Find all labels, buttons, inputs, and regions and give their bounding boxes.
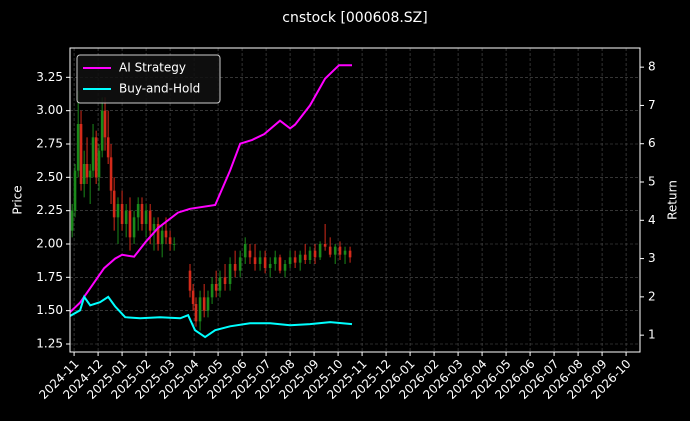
candle-body xyxy=(268,264,272,268)
candle-body xyxy=(263,257,267,268)
candle-body xyxy=(338,246,342,255)
candle-body xyxy=(202,297,206,311)
candle-body xyxy=(124,210,128,224)
candle-body xyxy=(91,137,95,171)
candle-body xyxy=(85,164,89,178)
candle-body xyxy=(278,257,282,271)
candle-body xyxy=(313,250,317,258)
candle-body xyxy=(88,170,92,178)
y-tick-label: 3.00 xyxy=(36,103,63,117)
y2-tick-label: 4 xyxy=(648,213,656,227)
y-tick-label: 1.75 xyxy=(36,270,63,284)
candle-body xyxy=(132,217,136,238)
y2-axis-label: Return xyxy=(666,180,680,220)
candle-body xyxy=(243,244,247,258)
candle-body xyxy=(323,244,327,247)
candle-body xyxy=(214,284,218,291)
candle-body xyxy=(343,250,347,255)
y-axis-label: Price xyxy=(11,185,25,214)
candle-body xyxy=(348,250,352,258)
candle-body xyxy=(100,110,104,151)
candle-body xyxy=(160,230,164,244)
candle-body xyxy=(298,254,302,263)
legend-box xyxy=(76,54,221,104)
candle-body xyxy=(258,257,262,264)
candle-body xyxy=(328,246,332,255)
candle-body xyxy=(198,297,202,322)
candle-body xyxy=(112,190,116,218)
plot-frame xyxy=(69,47,641,353)
candle-body xyxy=(106,137,110,158)
candle-body xyxy=(191,290,195,304)
candle-body xyxy=(103,110,107,138)
candle-body xyxy=(168,237,172,244)
y2-tick-label: 6 xyxy=(648,136,656,150)
candle-body xyxy=(148,210,152,231)
y-tick-label: 2.75 xyxy=(36,137,63,151)
y-tick-label: 3.25 xyxy=(36,70,63,84)
candle-body xyxy=(238,257,242,271)
candle-body xyxy=(293,257,297,263)
candle-body xyxy=(116,204,120,218)
y-tick-label: 2.25 xyxy=(36,203,63,217)
candle-body xyxy=(172,244,176,245)
series-line xyxy=(69,64,352,313)
legend-label: Buy-and-Hold xyxy=(119,82,200,96)
legend-label: AI Strategy xyxy=(119,61,186,75)
candle-body xyxy=(144,210,148,224)
candle-body xyxy=(97,150,101,178)
candle-body xyxy=(164,230,168,238)
candle-body xyxy=(210,284,214,298)
candle-body xyxy=(140,204,144,224)
candle-body xyxy=(120,204,124,224)
y2-tick-label: 1 xyxy=(648,328,656,342)
candle-body xyxy=(82,164,86,184)
candle-body xyxy=(156,224,160,244)
candle-body xyxy=(273,257,277,264)
candle-body xyxy=(94,137,98,178)
y2-tick-label: 3 xyxy=(648,251,656,265)
candle-body xyxy=(136,204,140,218)
y2-tick-label: 5 xyxy=(648,175,656,189)
series-line xyxy=(69,294,353,339)
candle-body xyxy=(283,264,287,271)
y-tick-label: 2.00 xyxy=(36,237,63,251)
y2-tick-label: 7 xyxy=(648,98,656,112)
candle-body xyxy=(288,257,292,264)
candle-body xyxy=(73,170,77,211)
y2-tick-label: 8 xyxy=(648,60,656,74)
candle-body xyxy=(218,277,222,291)
candle-body xyxy=(318,244,322,258)
candle-body xyxy=(79,124,83,184)
candle-body xyxy=(253,257,257,264)
y-tick-label: 1.50 xyxy=(36,303,63,317)
candle-body xyxy=(303,254,307,260)
y2-tick-label: 2 xyxy=(648,289,656,303)
y-tick-label: 1.25 xyxy=(36,337,63,351)
candle-body xyxy=(228,264,232,284)
candle-body xyxy=(333,246,337,255)
candle-body xyxy=(223,277,227,284)
candle-body xyxy=(194,304,198,322)
candle-body xyxy=(308,250,312,260)
candle-body xyxy=(248,250,252,258)
chart-title: cnstock [000608.SZ] xyxy=(282,10,427,26)
candle-body xyxy=(70,210,74,231)
candle-body xyxy=(233,264,237,271)
candle-body xyxy=(109,157,113,191)
candle-body xyxy=(188,270,192,291)
candle-body xyxy=(128,210,132,238)
candle-body xyxy=(206,297,210,311)
candle-body xyxy=(152,224,156,231)
candle-body xyxy=(76,124,80,171)
y-tick-label: 2.50 xyxy=(36,170,63,184)
